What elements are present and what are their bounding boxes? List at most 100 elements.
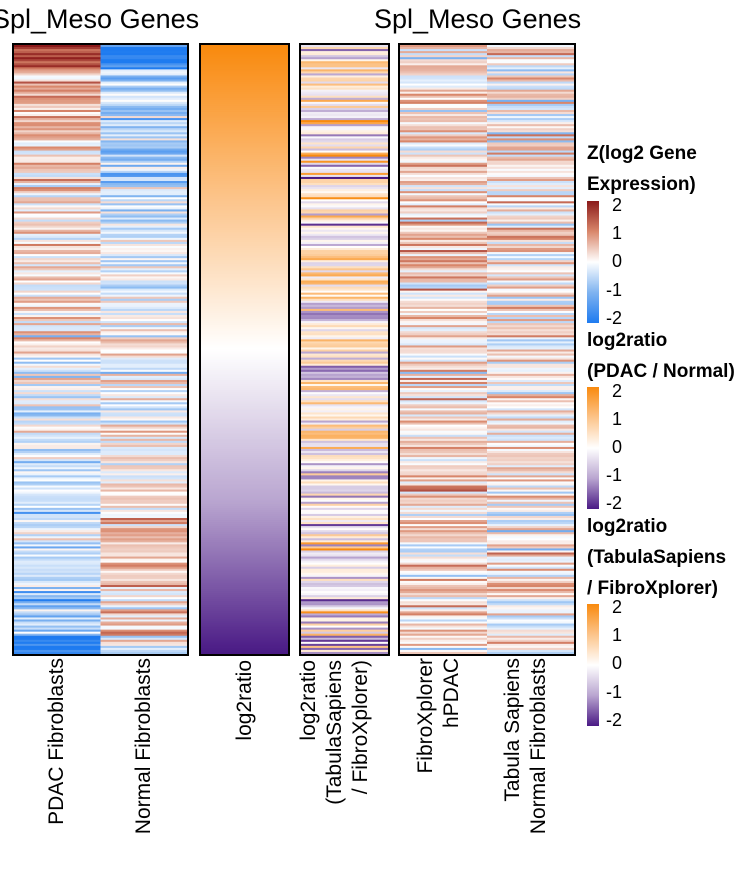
heatmap-cell — [100, 335, 187, 338]
heatmap-cell — [14, 286, 101, 290]
heatmap-cell — [487, 639, 574, 643]
heatmap-cell — [487, 570, 574, 574]
heatmap-cell — [14, 517, 101, 521]
heatmap-cell — [301, 621, 388, 625]
heatmap-cell — [301, 469, 388, 472]
heatmap-cell — [201, 353, 288, 357]
heatmap-cell — [201, 193, 288, 196]
heatmap-cell — [14, 568, 101, 572]
heatmap-cell — [100, 274, 187, 278]
heatmap-cell — [14, 83, 101, 87]
heatmap-cell — [14, 491, 101, 495]
heatmap-cell — [301, 593, 388, 596]
heatmap-cell — [487, 532, 574, 535]
heatmap-cell — [301, 570, 388, 574]
heatmap-cell — [487, 284, 574, 288]
heatmap-cell — [301, 453, 388, 456]
heatmap-cell — [201, 73, 288, 77]
heatmap-cell — [14, 47, 101, 50]
heatmap-cell — [201, 243, 288, 247]
heatmap-cell — [301, 57, 388, 60]
heatmap-cell — [487, 310, 574, 314]
legend-tick: 1 — [612, 223, 623, 243]
heatmap-cell — [201, 377, 288, 381]
heatmap-cell — [487, 357, 574, 361]
heatmap-cell — [400, 589, 487, 592]
heatmap-cell — [487, 317, 574, 320]
heatmap-cell — [14, 213, 101, 217]
heatmap-cell — [14, 501, 101, 505]
heatmap-cell — [301, 566, 388, 570]
heatmap-cell — [201, 595, 288, 598]
heatmap-cell — [487, 481, 574, 485]
heatmap-cell — [301, 641, 388, 645]
heatmap-cell — [100, 126, 187, 129]
heatmap-cell — [201, 150, 288, 154]
heatmap-cell — [487, 591, 574, 594]
heatmap-cell — [487, 109, 574, 113]
heatmap-cell — [14, 73, 101, 77]
heatmap-cell — [487, 91, 574, 95]
heatmap-cell — [487, 418, 574, 422]
heatmap-cell — [400, 469, 487, 472]
heatmap-cell — [100, 483, 187, 487]
heatmap-cell — [201, 181, 288, 184]
heatmap-cell — [201, 448, 288, 452]
heatmap-cell — [100, 369, 187, 373]
heatmap-cell — [100, 319, 187, 322]
heatmap-cell — [201, 438, 288, 442]
heatmap-cell — [400, 156, 487, 160]
heatmap-cell — [100, 91, 187, 95]
heatmap-cell — [400, 349, 487, 353]
heatmap-cell — [100, 505, 187, 509]
heatmap-cell — [400, 164, 487, 168]
heatmap-cell — [100, 651, 187, 654]
heatmap-cell — [14, 489, 101, 493]
heatmap-cell — [487, 365, 574, 369]
heatmap-cell — [100, 473, 187, 476]
heatmap-cell — [201, 517, 288, 521]
heatmap-cell — [400, 168, 487, 172]
heatmap-cell — [301, 386, 388, 389]
heatmap-cell — [14, 203, 101, 206]
heatmap-cell — [301, 651, 388, 654]
heatmap-cell — [14, 647, 101, 651]
heatmap-cell — [100, 294, 187, 298]
heatmap-cell — [400, 396, 487, 399]
heatmap-cell — [100, 116, 187, 119]
heatmap-cell — [487, 603, 574, 606]
heatmap-cell — [100, 455, 187, 458]
heatmap-cell — [201, 609, 288, 612]
heatmap-cell — [487, 428, 574, 432]
heatmap-cell — [301, 323, 388, 326]
heatmap-cell — [201, 451, 288, 454]
heatmap-cell — [301, 343, 388, 347]
heatmap-cell — [487, 386, 574, 389]
heatmap-cell — [301, 312, 388, 316]
heatmap-cell — [100, 132, 187, 135]
heatmap-cell — [100, 388, 187, 391]
heatmap-cell — [201, 408, 288, 411]
heatmap-cell — [487, 243, 574, 247]
heatmap-cell — [487, 181, 574, 184]
heatmap-cell — [487, 599, 574, 602]
heatmap-cell — [301, 268, 388, 271]
heatmap-cell — [301, 213, 388, 217]
heatmap-log2ratio-tabula — [301, 45, 388, 654]
heatmap-cell — [301, 499, 388, 503]
heatmap-cell — [487, 65, 574, 68]
heatmap-cell — [400, 245, 487, 249]
heatmap-cell — [201, 503, 288, 507]
heatmap-cell — [201, 221, 288, 225]
heatmap-cell — [201, 520, 288, 523]
heatmap-cell — [301, 609, 388, 612]
heatmap-cell — [201, 223, 288, 227]
heatmap-cell — [201, 605, 288, 608]
heatmap-cell — [487, 479, 574, 483]
heatmap-cell — [400, 530, 487, 533]
heatmap-cell — [400, 453, 487, 456]
heatmap-cell — [400, 185, 487, 188]
heatmap-cell — [400, 107, 487, 111]
heatmap-cell — [14, 45, 101, 48]
heatmap-cell — [100, 520, 187, 523]
